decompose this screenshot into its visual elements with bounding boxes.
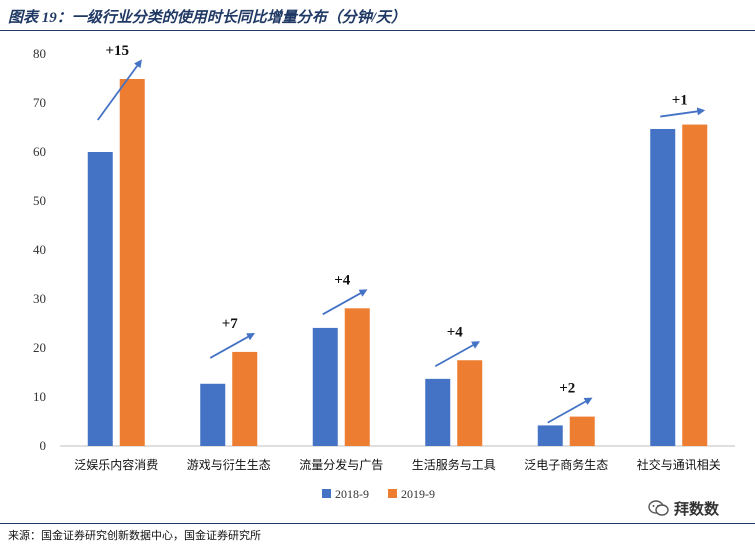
watermark: 拜数数 (648, 496, 719, 520)
bar (682, 124, 708, 446)
title-bar: 图表 19：一级行业分类的使用时长同比增量分布（分钟/天） (0, 0, 755, 31)
bar (537, 425, 563, 446)
x-tick-label: 泛电子商务生态 (524, 457, 608, 472)
legend-swatch (388, 489, 397, 498)
bar (457, 360, 483, 446)
bar (569, 416, 595, 446)
legend: 2018-9 2019-9 (322, 487, 435, 501)
y-tick-label: 30 (33, 291, 46, 306)
source-bar: 来源：国金证券研究创新数据中心，国金证券研究所 (0, 523, 755, 545)
bar (425, 378, 451, 446)
bar (87, 152, 113, 446)
figure-title: 图表 19：一级行业分类的使用时长同比增量分布（分钟/天） (8, 10, 406, 26)
y-tick-label: 40 (33, 242, 46, 257)
x-tick-label: 生活服务与工具 (412, 457, 496, 472)
growth-arrow (434, 341, 480, 368)
growth-arrow (97, 59, 142, 121)
wechat-icon (648, 500, 669, 516)
x-tick-label: 社交与通讯相关 (637, 457, 721, 472)
growth-label: +2 (559, 381, 575, 397)
annotations: +15 +7 +4 +4 +2 +1 (97, 43, 706, 424)
growth-arrow (322, 289, 368, 316)
bar (200, 383, 226, 446)
x-tick-label: 泛娱乐内容消费 (74, 457, 158, 472)
y-tick-label: 10 (33, 389, 46, 404)
bar (312, 327, 338, 446)
growth-label: +4 (334, 272, 351, 288)
x-axis: 泛娱乐内容消费 游戏与衍生生态 流量分发与广告 生活服务与工具 泛电子商务生态 社交与通讯… (74, 457, 721, 472)
y-tick-label: 70 (33, 95, 46, 110)
y-axis: 0 10 20 30 40 50 60 70 80 (33, 46, 46, 453)
bar (650, 128, 676, 446)
y-tick-label: 20 (33, 340, 46, 355)
growth-label: +15 (105, 43, 129, 59)
y-tick-label: 60 (33, 144, 46, 159)
growth-arrow (547, 397, 593, 424)
bar (119, 78, 145, 447)
source-note: 来源：国金证券研究创新数据中心，国金证券研究所 (8, 529, 261, 542)
growth-label: +7 (222, 316, 239, 332)
x-tick-label: 游戏与衍生生态 (187, 458, 271, 472)
growth-arrow (209, 332, 255, 359)
bar (344, 308, 370, 446)
y-tick-label: 50 (33, 193, 46, 208)
bar (232, 351, 258, 446)
x-tick-label: 流量分发与广告 (299, 457, 383, 472)
watermark-text: 拜数数 (674, 499, 720, 518)
y-tick-label: 0 (40, 438, 47, 453)
legend-label: 2018-9 (335, 487, 369, 501)
growth-label: +4 (447, 324, 464, 340)
bars (87, 78, 708, 447)
growth-label: +1 (672, 93, 688, 109)
legend-swatch (322, 489, 331, 498)
y-tick-label: 80 (33, 46, 46, 61)
legend-label: 2019-9 (401, 487, 435, 501)
growth-arrow (660, 107, 706, 118)
